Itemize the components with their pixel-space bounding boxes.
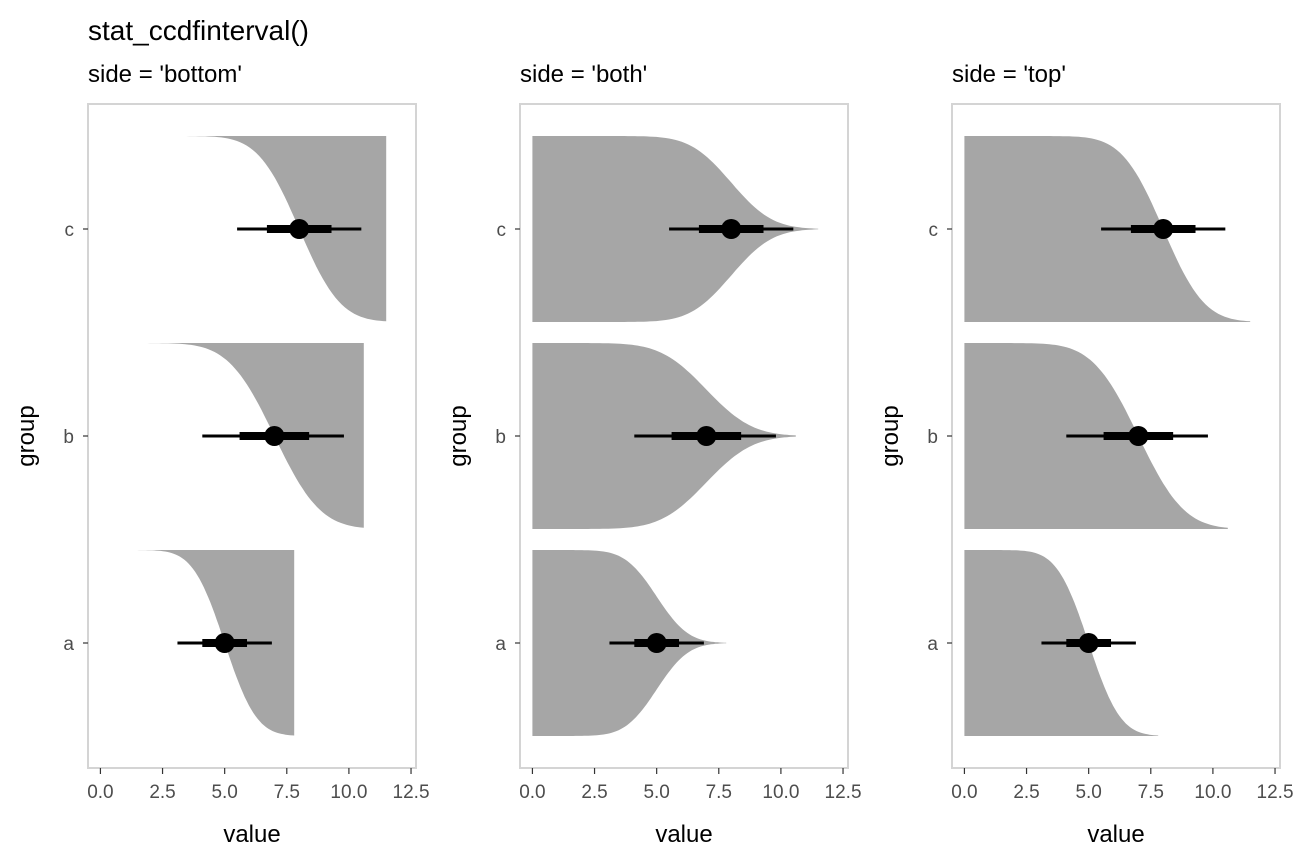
x-axis-label: value: [223, 821, 280, 848]
x-tick-label: 2.5: [1013, 782, 1039, 803]
x-tick-label: 0.0: [519, 782, 545, 803]
x-tick-label: 5.0: [643, 782, 669, 803]
x-tick-label: 5.0: [211, 782, 237, 803]
panel-bottom: side = 'bottom' a b c 0.0 2.5 5.0 7.5 10.0 12.5 va…: [13, 61, 430, 848]
panel-both: side = 'both' a b c 0.0 2.5 5.0 7.5 10.0 12.5 valu…: [445, 61, 862, 848]
slab-c: [100, 136, 387, 322]
y-tick-label: a: [63, 634, 74, 655]
slab-b: [100, 343, 364, 528]
y-tick-label: a: [927, 634, 938, 655]
panel-subtitle: side = 'top': [952, 61, 1066, 88]
y-tick-label: b: [927, 427, 938, 448]
facet-panels: side = 'bottom' a b c 0.0 2.5 5.0 7.5 10.0 12.5 va…: [13, 61, 1294, 848]
x-tick-label: 7.5: [274, 782, 300, 803]
median-point-b: [264, 426, 285, 446]
median-point-c: [289, 219, 310, 239]
x-tick-label: 12.5: [393, 782, 430, 803]
y-tick-label: a: [495, 634, 506, 655]
y-axis-label: group: [13, 405, 40, 466]
y-axis-label: group: [877, 405, 904, 466]
y-tick-label: b: [63, 427, 74, 448]
x-tick-label: 0.0: [951, 782, 977, 803]
median-point-b: [1128, 426, 1149, 446]
panel-subtitle: side = 'bottom': [88, 61, 242, 88]
y-tick-label: b: [495, 427, 506, 448]
chart-title: stat_ccdfinterval(): [88, 15, 309, 46]
median-point-a: [214, 633, 235, 653]
y-tick-label: c: [929, 220, 939, 241]
y-axis-label: group: [445, 405, 472, 466]
x-axis-label: value: [1087, 821, 1144, 848]
panel-top: side = 'top' a b c 0.0 2.5 5.0 7.5 10.0 12.5 value…: [877, 61, 1294, 848]
x-tick-label: 12.5: [825, 782, 862, 803]
x-tick-label: 7.5: [1138, 782, 1164, 803]
x-tick-label: 10.0: [330, 782, 367, 803]
x-tick-label: 5.0: [1075, 782, 1101, 803]
x-axis-label: value: [655, 821, 712, 848]
x-tick-label: 7.5: [706, 782, 732, 803]
x-tick-label: 0.0: [87, 782, 113, 803]
panel-subtitle: side = 'both': [520, 61, 647, 88]
y-tick-label: c: [65, 220, 75, 241]
y-tick-label: c: [497, 220, 507, 241]
median-point-c: [1153, 219, 1174, 239]
x-tick-label: 10.0: [762, 782, 799, 803]
median-point-a: [1078, 633, 1099, 653]
median-point-c: [721, 219, 742, 239]
x-tick-label: 12.5: [1257, 782, 1294, 803]
median-point-a: [646, 633, 667, 653]
slab-a: [100, 550, 295, 736]
x-tick-label: 2.5: [581, 782, 607, 803]
median-point-b: [696, 426, 717, 446]
x-tick-label: 10.0: [1194, 782, 1231, 803]
x-tick-label: 2.5: [149, 782, 175, 803]
